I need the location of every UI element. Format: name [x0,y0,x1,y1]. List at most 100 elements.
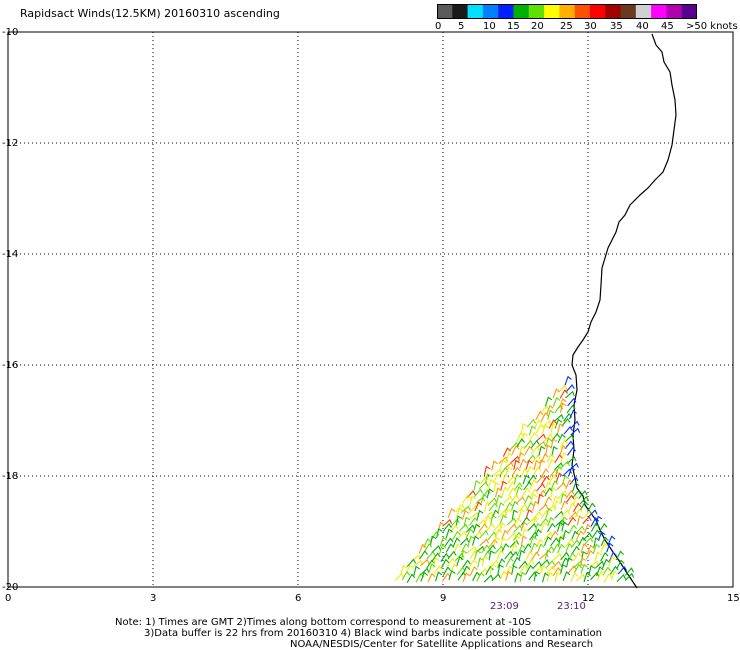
wind-barb-flag [564,389,568,394]
wind-barb [466,524,474,533]
wind-barb [565,494,573,504]
wind-barb [540,412,547,422]
wind-barb [547,517,552,527]
wind-barb [483,466,487,476]
wind-barb [523,481,530,490]
wind-barb-flag [551,458,556,463]
wind-barb [532,501,536,511]
wind-barb-flag [535,551,540,557]
wind-barb [541,424,546,435]
wind-barb [520,521,525,532]
wind-barb [543,532,551,541]
wind-barb-flag [539,411,544,416]
wind-barb [474,488,482,497]
wind-barb [440,553,447,562]
wind-barb-flag [502,537,507,541]
wind-barb [480,493,485,504]
wind-barb-flag [557,418,563,423]
wind-barb [441,559,447,569]
wind-barb-flag [486,502,491,506]
wind-barb-flag [605,558,610,563]
wind-barb [576,530,582,540]
wind-barb-flag [426,559,430,564]
wind-barb [584,523,589,534]
wind-barb [452,531,458,541]
wind-barb-flag [558,466,563,470]
wind-barb-flag [452,557,456,563]
wind-barb [521,487,528,497]
wind-barb-flag [526,487,531,493]
wind-barb [492,469,501,477]
wind-barb [562,468,571,477]
wind-barb-flag [631,573,635,578]
wind-barb-flag [530,559,535,564]
wind-barb [475,496,484,504]
wind-barb-flag [562,564,567,568]
wind-barb [582,516,590,525]
wind-barb [394,573,402,582]
wind-barb-flag [530,502,535,507]
wind-barb-flag [572,447,576,452]
wind-barb-flag [502,514,507,519]
wind-barb [510,494,517,504]
wind-barb [570,428,579,436]
wind-barb [509,551,517,560]
wind-barb-flag [564,475,569,480]
wind-barb [401,571,408,581]
wind-barb-flag [529,445,533,451]
wind-barb [469,496,473,507]
wind-barb [554,572,558,583]
wind-barb [514,572,519,583]
wind-barb-flag [486,544,490,550]
wind-barb-flag [485,466,491,470]
wind-barb [450,518,458,527]
wind-barb-flag [501,558,506,563]
wind-barb [554,462,562,471]
wind-barb [550,438,554,449]
wind-barb [485,523,493,532]
wind-barb-flag [563,482,567,488]
wind-barb [569,409,574,420]
wind-barb-flag [523,432,528,437]
x-tick-label: 9 [440,593,447,604]
wind-barb-flag [567,461,570,466]
wind-barb [483,515,490,525]
wind-barb-flag [564,490,568,495]
wind-barb-flag [544,412,549,417]
wind-barb-flag [504,530,509,534]
wind-barb [532,561,540,569]
wind-barb-flag [516,474,521,478]
wind-barb-flag [501,522,506,527]
wind-barb-flag [572,552,576,557]
wind-barb [466,490,474,499]
wind-barb-flag [532,493,538,498]
wind-barb-flag [565,552,570,557]
wind-barb-flag [561,414,564,420]
wind-barb [560,509,569,518]
wind-barb-flag [539,493,544,497]
wind-barb [531,446,538,455]
wind-barb [600,536,606,547]
wind-barb-flag [515,445,520,450]
wind-barb [524,445,531,455]
wind-barb [528,425,533,436]
wind-barb [530,542,535,553]
wind-barb [548,419,555,429]
colorbar-swatch [635,4,652,19]
wind-barb-flag [543,565,548,570]
wind-barb [610,570,615,581]
wind-barb [507,532,515,540]
wind-barb-flag [557,567,562,572]
wind-barb-flag [575,476,579,482]
wind-barb [520,423,524,434]
wind-barb [597,531,603,541]
wind-barb-flag [567,509,570,515]
wind-barb-flag [597,515,603,520]
wind-barb-flag [537,454,541,460]
wind-barb [536,475,544,484]
wind-barb [413,560,422,568]
wind-barb-flag [450,543,454,548]
wind-barb [447,551,455,560]
wind-barb [571,546,578,555]
wind-barb [507,523,515,532]
